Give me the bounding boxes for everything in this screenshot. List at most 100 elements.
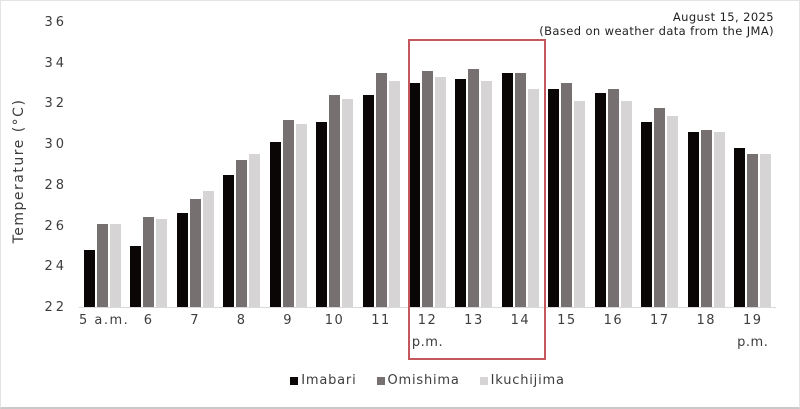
annotation-source: (Based on weather data from the JMA) — [539, 23, 774, 38]
bar-ikuchijima-5 — [109, 223, 121, 307]
bar-omishima-10 — [329, 95, 341, 307]
x-tick-label-5: 5 a.m. — [79, 313, 130, 328]
bar-imabari-7 — [176, 213, 188, 307]
legend-item-imabari: Imabari — [290, 373, 356, 388]
bar-ikuchijima-18 — [713, 131, 725, 307]
legend-marker-icon — [290, 376, 299, 385]
bar-ikuchijima-9 — [295, 123, 307, 307]
bar-group-8 — [218, 23, 264, 307]
bar-imabari-16 — [594, 93, 606, 307]
bar-group-19 — [730, 23, 776, 307]
bar-imabari-18 — [687, 131, 699, 307]
bar-ikuchijima-12 — [434, 76, 446, 307]
x-tick-label-11: 11 — [371, 313, 391, 328]
bar-ikuchijima-19 — [760, 154, 772, 307]
bar-ikuchijima-6 — [156, 219, 168, 307]
bar-group-9 — [265, 23, 311, 307]
annotation-date: August 15, 2025 — [672, 10, 774, 24]
x-tick-sublabel: p.m. — [737, 335, 769, 350]
bar-omishima-19 — [747, 154, 759, 307]
x-tick-label-8: 8 — [236, 313, 247, 328]
bar-omishima-7 — [189, 199, 201, 307]
bar-omishima-8 — [236, 160, 248, 307]
bar-omishima-11 — [375, 72, 387, 307]
bar-imabari-14 — [501, 72, 513, 307]
x-tick-sublabel: p.m. — [411, 335, 444, 350]
y-tick-label: 36 — [44, 15, 67, 30]
bar-imabari-12 — [408, 83, 420, 307]
bar-omishima-16 — [607, 89, 619, 307]
bar-ikuchijima-10 — [342, 99, 354, 307]
bar-omishima-18 — [700, 129, 712, 307]
bar-ikuchijima-17 — [667, 115, 679, 307]
y-tick-label: 30 — [44, 137, 67, 153]
legend: Imabari Omishima Ikuchijima — [79, 373, 776, 388]
bar-omishima-13 — [468, 68, 480, 307]
bar-omishima-6 — [143, 217, 155, 307]
y-tick-label: 22 — [44, 300, 67, 315]
bar-ikuchijima-11 — [388, 81, 400, 307]
x-tick-label-12: 12 p.m. — [404, 313, 450, 351]
x-tick-label-17: 17 — [650, 313, 670, 328]
bar-imabari-13 — [455, 79, 467, 307]
bar-omishima-17 — [654, 107, 666, 307]
bar-imabari-19 — [734, 148, 746, 307]
x-tick-label-18: 18 — [696, 313, 717, 328]
bar-omishima-14 — [514, 72, 526, 307]
legend-marker-icon — [376, 376, 385, 385]
x-tick-label-15: 15 — [557, 313, 577, 328]
y-tick-label: 32 — [44, 96, 67, 112]
bar-ikuchijima-15 — [574, 101, 586, 307]
bar-ikuchijima-13 — [481, 81, 493, 307]
y-tick-label: 34 — [44, 55, 67, 71]
x-tick-label-7: 7 — [190, 313, 201, 328]
bar-ikuchijima-16 — [620, 101, 632, 307]
bar-group-12 — [404, 23, 450, 307]
bar-imabari-17 — [641, 121, 653, 307]
legend-marker-icon — [479, 376, 488, 385]
x-tick-label-9: 9 — [283, 313, 293, 328]
bar-omishima-15 — [561, 83, 573, 307]
bar-group-5 — [79, 23, 125, 307]
bar-group-10 — [311, 23, 357, 307]
bar-imabari-11 — [362, 95, 374, 307]
y-tick-label: 24 — [44, 259, 67, 275]
bar-ikuchijima-7 — [202, 190, 214, 307]
legend-label: Ikuchijima — [490, 373, 565, 388]
bar-imabari-10 — [316, 121, 328, 307]
bar-group-15 — [544, 23, 590, 307]
bar-group-18 — [683, 23, 729, 307]
chart-annotation: August 15, 2025 (Based on weather data f… — [539, 10, 774, 38]
bar-omishima-9 — [282, 119, 294, 307]
y-tick-label: 26 — [44, 218, 67, 234]
bar-imabari-15 — [548, 89, 560, 307]
x-tick-label-10: 10 — [324, 313, 345, 328]
bar-ikuchijima-8 — [249, 154, 261, 307]
bar-group-16 — [590, 23, 636, 307]
x-tick-label-13: 13 — [464, 313, 484, 328]
legend-item-omishima: Omishima — [376, 373, 460, 388]
bar-imabari-5 — [83, 250, 95, 307]
plot-area — [79, 23, 776, 308]
x-tick-label-6: 6 — [143, 313, 154, 328]
legend-label: Imabari — [301, 373, 357, 388]
x-tick-label-16: 16 — [603, 313, 624, 328]
bar-group-13 — [451, 23, 497, 307]
bar-imabari-6 — [130, 245, 142, 307]
bar-imabari-8 — [223, 174, 235, 307]
bar-omishima-5 — [96, 223, 108, 307]
y-tick-label: 28 — [44, 177, 67, 193]
bar-group-14 — [497, 23, 543, 307]
bar-group-17 — [637, 23, 683, 307]
legend-item-ikuchijima: Ikuchijima — [479, 373, 565, 388]
bar-imabari-9 — [269, 142, 281, 307]
bar-group-11 — [358, 23, 404, 307]
bar-group-7 — [172, 23, 218, 307]
bar-group-6 — [125, 23, 171, 307]
bar-ikuchijima-14 — [527, 89, 539, 307]
x-tick-label-14: 14 — [510, 313, 531, 328]
x-tick-label-19: 19 p.m. — [730, 313, 776, 351]
bar-omishima-12 — [421, 70, 433, 307]
legend-label: Omishima — [387, 373, 460, 388]
